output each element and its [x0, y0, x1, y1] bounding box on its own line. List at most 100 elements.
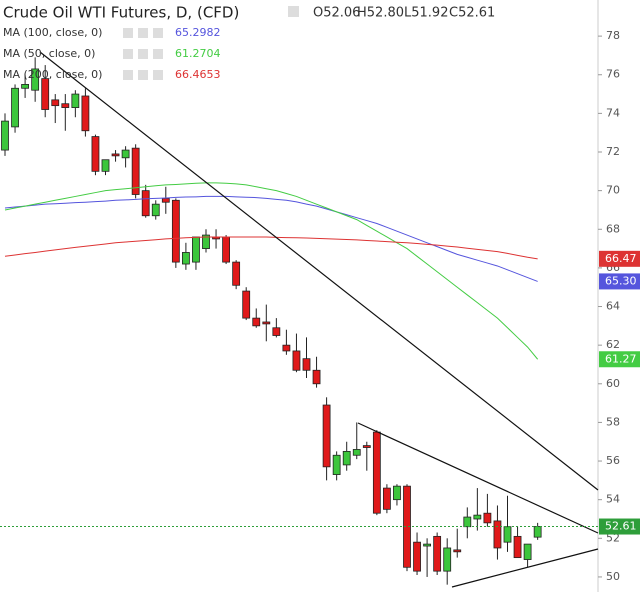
- candle-body: [473, 514, 482, 520]
- candle-body: [483, 512, 492, 524]
- legend-icon[interactable]: [138, 28, 148, 38]
- ohlc-value: C52.61: [449, 6, 495, 21]
- price-label-box: [599, 273, 640, 290]
- candle-body: [61, 103, 70, 108]
- moving-average: [4, 182, 539, 360]
- candle-body: [272, 327, 281, 336]
- moving-average: [4, 195, 538, 282]
- candle-body: [443, 547, 452, 572]
- candle-body: [302, 358, 311, 371]
- trend-line: [39, 51, 599, 491]
- legend-icon[interactable]: [153, 70, 163, 80]
- candle-body: [433, 535, 442, 572]
- candle-body: [222, 236, 231, 263]
- y-tick-label: 78: [606, 29, 620, 42]
- legend-icon[interactable]: [138, 70, 148, 80]
- candle-body: [81, 95, 90, 132]
- trend-line: [357, 422, 599, 534]
- candle-body: [171, 199, 180, 263]
- candle-body: [322, 404, 331, 468]
- price-label: 66.47: [605, 252, 637, 265]
- candle-body: [423, 543, 432, 547]
- candle-body: [362, 445, 371, 448]
- y-tick-label: 56: [606, 454, 620, 467]
- candle-body: [252, 317, 261, 327]
- price-label-box: [599, 351, 640, 368]
- y-tick-label: 52: [606, 531, 620, 544]
- y-tick-label: 76: [606, 68, 620, 81]
- candle-body: [31, 68, 40, 91]
- candle-body: [342, 450, 351, 466]
- candle-body: [453, 549, 462, 553]
- plot-area: [1, 57, 542, 585]
- candle-body: [161, 197, 170, 203]
- legend-value: 65.2982: [175, 26, 221, 39]
- legend: Crude Oil WTI Futures, D, (CFD) O52.06H5…: [3, 4, 495, 82]
- y-tick-label: 60: [606, 377, 620, 390]
- candle-body: [101, 159, 110, 172]
- candle-body: [91, 136, 100, 172]
- price-label: 52.61: [605, 520, 637, 533]
- legend-label: MA (50, close, 0): [3, 47, 95, 60]
- candle-body: [282, 344, 291, 352]
- y-tick-label: 64: [606, 300, 620, 313]
- candle-body: [202, 234, 210, 249]
- candle-body: [192, 236, 200, 263]
- moving-average: [4, 236, 538, 260]
- y-tick-label: 74: [606, 106, 620, 119]
- y-tick-label: 58: [606, 415, 620, 428]
- y-tick-label: 62: [606, 338, 620, 351]
- price-axis: [598, 0, 640, 592]
- price-label-box: [599, 250, 640, 267]
- candle-body: [51, 99, 60, 107]
- legend-icons: [288, 6, 299, 17]
- candle-body: [181, 252, 190, 265]
- y-tick-label: 70: [606, 184, 620, 197]
- candle-body: [513, 535, 522, 559]
- icon[interactable]: [288, 6, 299, 17]
- candle-body: [262, 321, 271, 325]
- candle-body: [242, 290, 251, 319]
- legend-icon[interactable]: [138, 49, 148, 59]
- candle-body: [1, 120, 9, 151]
- legend-icon[interactable]: [153, 49, 163, 59]
- candle-body: [413, 541, 421, 572]
- legend-label: MA (100, close, 0): [3, 26, 102, 39]
- candle-body: [503, 526, 512, 543]
- price-label-box: [599, 518, 640, 535]
- y-tick-label: 54: [606, 493, 620, 506]
- candle-body: [382, 487, 391, 510]
- candle-body: [141, 190, 150, 217]
- trend-lines: [39, 51, 599, 588]
- candle-body: [11, 87, 19, 128]
- trend-line: [451, 548, 599, 588]
- price-label: 65.30: [605, 274, 637, 287]
- candle-body: [111, 153, 120, 157]
- candle-body: [71, 93, 80, 108]
- legend-icon[interactable]: [153, 28, 163, 38]
- legend-value: 66.4653: [175, 68, 221, 81]
- candle-body: [292, 350, 301, 371]
- legend-icon[interactable]: [123, 49, 133, 59]
- candle-body: [41, 78, 50, 110]
- y-tick-label: 50: [606, 570, 620, 583]
- candle-body: [352, 449, 361, 456]
- ohlc-value: O52.06: [313, 6, 360, 21]
- chart-title: Crude Oil WTI Futures, D, (CFD): [3, 4, 239, 22]
- candle-body: [523, 543, 532, 560]
- candle-body: [232, 261, 241, 286]
- ohlc-value: L51.92: [404, 6, 448, 21]
- y-tick-label: 72: [606, 145, 620, 158]
- candle-body: [463, 516, 472, 528]
- candle-body: [493, 520, 502, 549]
- candle-body: [403, 485, 411, 568]
- candle-body: [372, 431, 381, 514]
- candle-body: [151, 203, 160, 217]
- candle-body: [21, 84, 30, 89]
- candle-body: [121, 149, 130, 159]
- legend-icon[interactable]: [123, 28, 133, 38]
- legend-icon[interactable]: [123, 70, 133, 80]
- candle-body: [393, 485, 401, 501]
- price-label: 61.27: [605, 352, 637, 365]
